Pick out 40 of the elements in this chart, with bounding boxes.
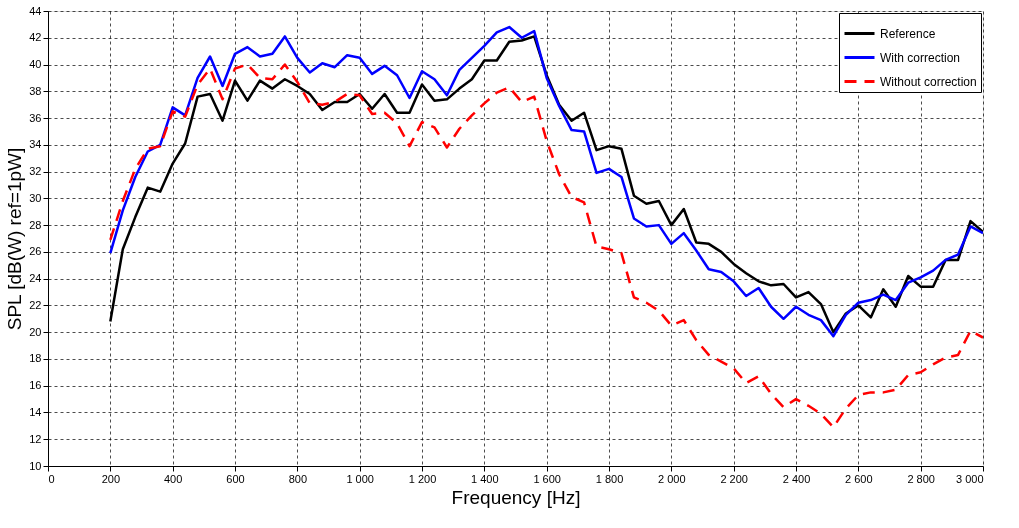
y-tick-label: 32 bbox=[29, 165, 42, 178]
y-tick-label: 26 bbox=[29, 245, 42, 258]
x-tick-label: 0 bbox=[48, 472, 55, 485]
x-tick-label: 600 bbox=[226, 472, 245, 485]
x-tick-label: 1 400 bbox=[471, 472, 499, 485]
y-tick-label: 22 bbox=[29, 298, 42, 311]
y-tick-label: 14 bbox=[29, 405, 42, 418]
x-tick-label: 1 200 bbox=[408, 472, 437, 485]
y-tick-label: 28 bbox=[29, 218, 42, 231]
y-tick-label: 36 bbox=[29, 111, 42, 124]
x-tick-label: 3 000 bbox=[955, 472, 984, 485]
x-tick-label: 2 600 bbox=[845, 472, 873, 485]
y-tick-label: 38 bbox=[29, 84, 42, 97]
x-tick-label: 2 200 bbox=[720, 472, 748, 485]
x-tick-label: 1 800 bbox=[595, 472, 624, 485]
y-axis-title: SPL [dB(W) ref=1pW] bbox=[4, 147, 26, 331]
legend-label: Reference bbox=[880, 26, 936, 41]
line-series bbox=[109, 63, 983, 429]
y-tick-label: 16 bbox=[29, 379, 42, 392]
y-tick-label: 42 bbox=[29, 31, 42, 44]
x-tick-label: 2 800 bbox=[907, 472, 935, 485]
y-tick-label: 24 bbox=[29, 272, 42, 285]
y-tick-label: 10 bbox=[29, 459, 42, 472]
x-tick-label: 1 600 bbox=[533, 472, 561, 485]
legend-label: With correction bbox=[880, 50, 961, 65]
y-tick-label: 20 bbox=[29, 325, 42, 338]
y-tick-label: 34 bbox=[29, 138, 42, 151]
y-tick-label: 44 bbox=[29, 4, 42, 17]
y-tick-label: 18 bbox=[29, 352, 42, 365]
y-tick-label: 40 bbox=[29, 58, 42, 71]
x-tick-label: 400 bbox=[163, 472, 183, 485]
x-tick-label: 800 bbox=[288, 472, 308, 485]
x-tick-label: 2 000 bbox=[658, 472, 686, 485]
legend-label: Without correction bbox=[880, 74, 977, 89]
x-axis-title: Frequency [Hz] bbox=[451, 486, 581, 508]
x-tick-label: 200 bbox=[101, 472, 121, 485]
x-tick-label: 2 400 bbox=[782, 472, 811, 485]
y-tick-label: 30 bbox=[29, 191, 42, 204]
x-tick-label: 1 000 bbox=[346, 472, 374, 485]
y-tick-label: 12 bbox=[29, 432, 42, 445]
